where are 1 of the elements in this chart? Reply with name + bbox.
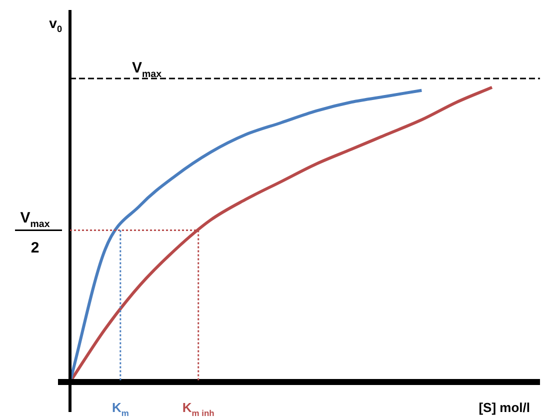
x-axis-title: [S] mol/l	[478, 400, 530, 415]
